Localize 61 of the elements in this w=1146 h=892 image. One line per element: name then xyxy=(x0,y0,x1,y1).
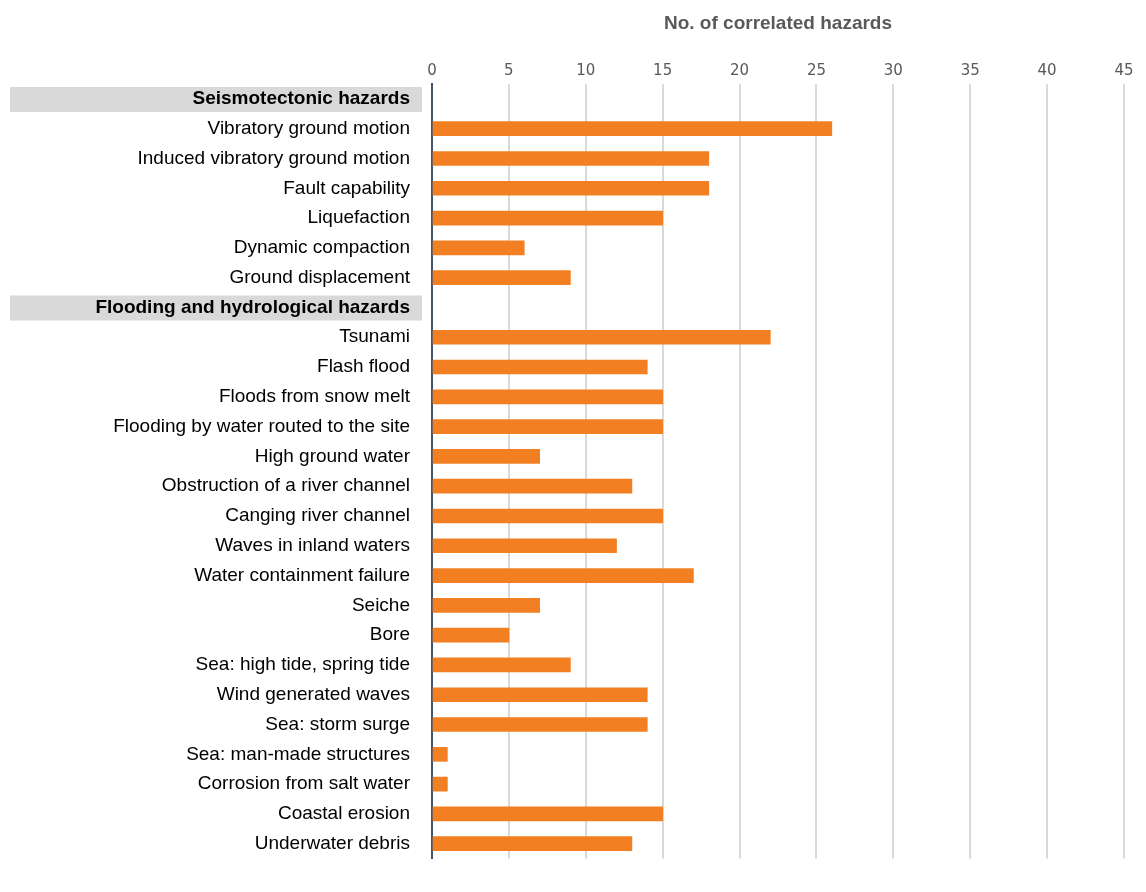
x-tick-label: 20 xyxy=(730,60,750,79)
y-tick-label: Ground displacement xyxy=(229,265,411,287)
bar xyxy=(432,627,510,643)
bar xyxy=(432,717,648,732)
x-tick-label: 0 xyxy=(427,60,437,79)
y-tick-label: Flash flood xyxy=(317,355,410,377)
x-tick-label: 25 xyxy=(806,60,826,79)
x-tick-label: 40 xyxy=(1037,60,1057,79)
y-tick-label: Bore xyxy=(369,623,410,645)
bar xyxy=(432,270,571,285)
y-tick-label: Wind generated waves xyxy=(216,682,410,704)
bar xyxy=(432,121,833,137)
y-tick-label: Floods from snow melt xyxy=(218,385,411,407)
y-tick-label: Canging river channel xyxy=(225,504,410,526)
y-tick-label: Flooding by water routed to the site xyxy=(113,414,410,436)
y-tick-label: Sea: high tide, spring tide xyxy=(195,653,410,675)
bar xyxy=(432,598,540,613)
y-tick-label: Tsunami xyxy=(339,325,410,347)
y-tick-label: Coastal erosion xyxy=(277,802,410,824)
bar xyxy=(432,747,448,762)
bar xyxy=(432,478,633,494)
x-axis-title: No. of correlated hazards xyxy=(663,11,893,33)
x-tick-label: 35 xyxy=(960,60,980,79)
y-tick-label: Sea: man-made structures xyxy=(186,742,410,764)
bar xyxy=(432,240,525,256)
bar xyxy=(432,449,540,464)
bar xyxy=(432,836,633,852)
y-tick-label: Water containment failure xyxy=(194,563,410,585)
y-tick-label: Corrosion from salt water xyxy=(197,772,411,794)
bar xyxy=(432,538,617,554)
bar xyxy=(432,657,571,673)
y-tick-label: Obstruction of a river channel xyxy=(161,474,410,496)
y-tick-label: Fault capability xyxy=(283,176,411,198)
bar xyxy=(432,359,648,375)
y-tick-label: High ground water xyxy=(254,444,411,466)
y-tick-label: Seismotectonic hazards xyxy=(192,87,410,109)
x-tick-label: 5 xyxy=(504,60,514,79)
bar xyxy=(432,806,663,822)
bar xyxy=(432,508,663,524)
y-tick-label: Underwater debris xyxy=(254,831,410,853)
y-tick-label: Induced vibratory ground motion xyxy=(137,146,410,168)
bar xyxy=(432,389,663,405)
x-tick-label: 15 xyxy=(653,60,673,79)
x-tick-label: 30 xyxy=(883,60,903,79)
bar xyxy=(432,776,448,792)
x-tick-label: 45 xyxy=(1114,60,1134,79)
bar xyxy=(432,210,663,226)
y-tick-label: Seiche xyxy=(351,593,410,615)
y-tick-label: Waves in inland waters xyxy=(215,534,410,556)
y-tick-label: Flooding and hydrological hazards xyxy=(95,295,410,317)
bar xyxy=(432,568,694,583)
x-tick-label: 10 xyxy=(576,60,596,79)
bar xyxy=(432,180,710,196)
y-tick-label: Vibratory ground motion xyxy=(207,116,410,138)
bar xyxy=(432,151,710,166)
y-tick-label: Sea: storm surge xyxy=(265,712,410,734)
y-tick-label: Dynamic compaction xyxy=(233,236,410,258)
y-tick-label: Liquefaction xyxy=(307,206,410,228)
bar xyxy=(432,687,648,703)
bar xyxy=(432,419,663,434)
bar xyxy=(432,329,771,345)
